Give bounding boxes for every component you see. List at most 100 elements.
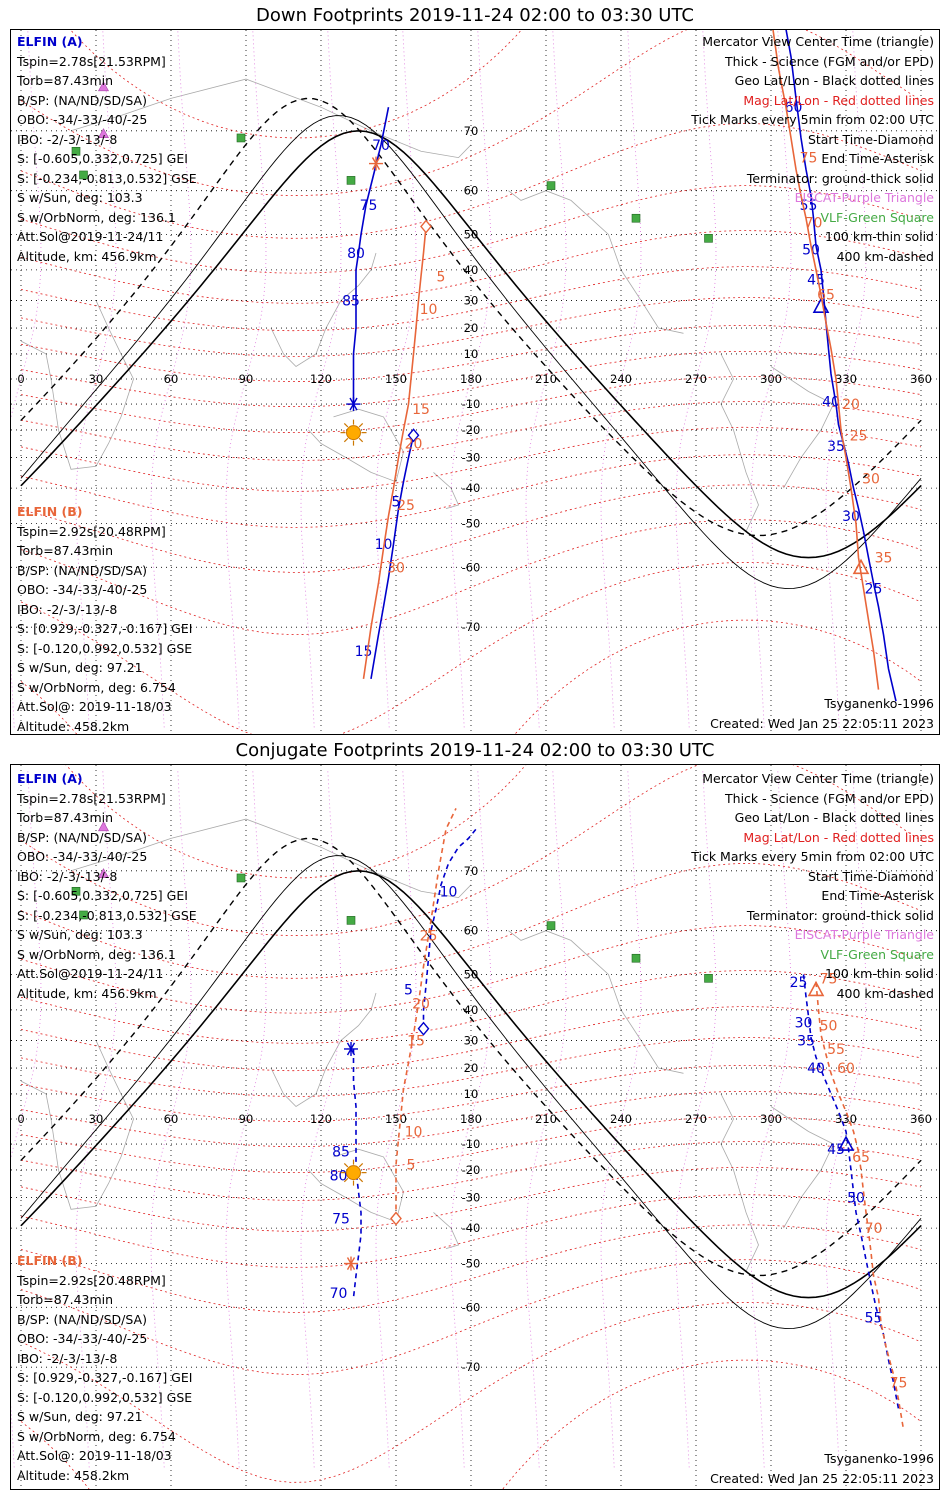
elfin-a-param: Att.Sol@2019-11-24/11 <box>17 229 164 244</box>
mag-grid <box>11 30 922 734</box>
mag-parallel <box>20 1006 922 1072</box>
mag-parallel <box>65 765 527 879</box>
track-tick-label: 65 <box>817 288 835 304</box>
track-tick-label: 10 <box>420 302 438 318</box>
eiscat-sites <box>97 821 110 879</box>
track-tick-label: 20 <box>405 436 423 452</box>
lon-tick-label: 330 <box>835 372 857 386</box>
elfin-a-param: Att.Sol@2019-11-24/11 <box>17 966 164 981</box>
lon-tick-label: 240 <box>610 372 632 386</box>
elfin-b-param: S: [0.929,-0.327,-0.167] GEI <box>17 1370 193 1385</box>
track-tick-label: 35 <box>827 439 845 455</box>
center-time-triangle <box>852 558 870 575</box>
elfin-a-param: S: [-0.234,-0.813,0.532] GSE <box>17 907 197 923</box>
terminator-ground <box>20 129 922 559</box>
center-time-triangle <box>837 1135 855 1151</box>
legend-item: Start Time-Diamond <box>807 868 934 884</box>
track-tick-label: 30 <box>387 560 405 576</box>
terminator <box>20 97 922 590</box>
vlf-square <box>346 176 356 185</box>
elfin-b-param: OBO: -34/-33/-40/-25 <box>17 1331 148 1346</box>
lon-tick-label: 0 <box>17 1112 24 1126</box>
elfin-b-param: S w/Sun, deg: 97.21 <box>17 1409 143 1424</box>
lon-tick-label: 120 <box>310 372 332 386</box>
lon-tick-label: 150 <box>385 372 407 386</box>
lat-tick-label: -20 <box>462 423 481 437</box>
track-tick-label: 25 <box>850 428 868 444</box>
track-segment <box>785 30 897 702</box>
elfin-a-param: Torb=87.43min <box>17 73 114 88</box>
terminator-100km <box>20 855 922 1330</box>
legend-item: Thick - Science (FGM and/or EPD) <box>725 790 934 806</box>
sun-ray <box>358 1177 364 1183</box>
lat-tick-label: 30 <box>464 293 479 307</box>
elfin-a-param: Altitude, km: 456.9km <box>17 985 157 1001</box>
lon-tick-label: 210 <box>535 1112 557 1126</box>
vlf-square <box>79 170 88 180</box>
track-tick-label: 70 <box>330 1286 348 1302</box>
geo-grid <box>11 765 939 1489</box>
lat-tick-label: 10 <box>464 1087 479 1101</box>
lon-tick-label: 300 <box>760 372 782 386</box>
lon-tick-label: 180 <box>460 372 482 386</box>
sun-ray <box>358 1163 364 1168</box>
legend-item: Terminator: ground-thick solid <box>746 170 934 186</box>
vlf-square <box>546 181 556 190</box>
track-tick-label: 25 <box>420 929 438 945</box>
elfin-b-param: S w/OrbNorm, deg: 6.754 <box>17 1428 176 1444</box>
mag-parallel <box>20 230 922 304</box>
mag-parallel <box>20 30 922 197</box>
elfin-b-param: S w/OrbNorm, deg: 6.754 <box>17 679 176 695</box>
start-diamond <box>407 428 420 443</box>
track-tick-label: 20 <box>842 397 860 413</box>
created-label: Created: Wed Jan 25 22:05:11 2023 <box>710 716 934 731</box>
elfin-b-param: Att.Sol@: 2019-11-18/03 <box>17 1448 172 1463</box>
created-label: Created: Wed Jan 25 22:05:11 2023 <box>710 1471 934 1486</box>
terminator-400km <box>20 837 922 1277</box>
lon-tick-label: 90 <box>239 372 254 386</box>
lat-tick-label: -60 <box>462 1300 481 1314</box>
track-tick-label: 40 <box>822 395 840 411</box>
sun-disc <box>346 425 361 441</box>
coastline-segment <box>20 1040 134 1210</box>
elfin-b-param: S w/Sun, deg: 97.21 <box>17 660 143 675</box>
lat-tick-label: 20 <box>464 321 479 335</box>
map-canvas-down: 0 30 60 90 120 150 180 210 240 270 300 330 360 70 60 50… <box>11 30 939 734</box>
elfin-a-param: S: [-0.234,-0.813,0.532] GSE <box>17 170 197 186</box>
coastlines <box>20 818 835 1272</box>
end-asterisk <box>346 397 361 412</box>
elfin-b-param: Tspin=2.92s[20.48RPM] <box>17 1272 166 1288</box>
elfin-b-param: B/SP: (NA/ND/SD/SA) <box>17 1311 147 1327</box>
eiscat-triangle <box>97 128 110 139</box>
elfin-b-param: Torb=87.43min <box>17 1292 114 1307</box>
terminator-ground <box>20 869 922 1299</box>
start-diamond <box>420 219 432 234</box>
eiscat-sites <box>97 81 110 139</box>
lat-tick-label: -40 <box>462 481 481 495</box>
elfin-b-param: Altitude: 458.2km <box>17 718 130 734</box>
track-tick-label: 85 <box>342 293 360 309</box>
track-tick-label: 10 <box>405 1124 423 1140</box>
elfin-a-param: Altitude, km: 456.9km <box>17 248 157 264</box>
sun-ray <box>343 1163 349 1168</box>
lon-tick-label: 120 <box>310 1112 332 1126</box>
lon-tick-label: 90 <box>239 1112 254 1126</box>
lon-tick-label: 180 <box>460 1112 482 1126</box>
elfin-b-header: ELFIN (B) <box>17 1253 83 1268</box>
track-segment <box>370 435 415 680</box>
terminator-100km <box>20 115 922 590</box>
elfin-a-param: OBO: -34/-33/-40/-25 <box>17 849 148 864</box>
legend-item: 400 km-dashed <box>836 248 934 264</box>
lat-tick-label: 30 <box>464 1033 479 1047</box>
track-tick-label: 75 <box>360 198 378 214</box>
elfin-a-param: B/SP: (NA/ND/SD/SA) <box>17 92 147 108</box>
coastline-segment <box>308 408 404 483</box>
track-tick-label: 30 <box>842 509 860 525</box>
terminator-400km <box>20 97 922 537</box>
eiscat-triangle <box>97 868 110 879</box>
axis-labels: 0 30 60 90 120 150 180 210 240 270 300 330 360706050… <box>17 864 932 1374</box>
track-tick-label: 55 <box>865 1311 883 1327</box>
sun-ray <box>358 423 364 428</box>
